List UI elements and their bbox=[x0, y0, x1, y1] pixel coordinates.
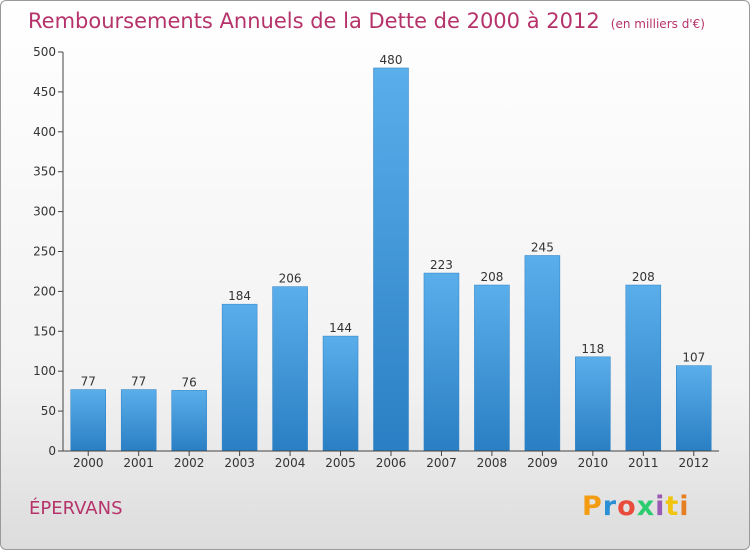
bar-value-label: 118 bbox=[581, 342, 604, 356]
y-tick-label: 450 bbox=[33, 85, 56, 99]
x-tick-label: 2000 bbox=[73, 456, 104, 470]
commune-name: ÉPERVANS bbox=[29, 498, 123, 519]
bar-value-label: 107 bbox=[682, 351, 705, 365]
bar-2004 bbox=[272, 286, 308, 452]
x-tick-label: 2011 bbox=[628, 456, 659, 470]
chart-title: Remboursements Annuels de la Dette de 20… bbox=[28, 9, 705, 33]
bar-2001 bbox=[120, 389, 157, 452]
x-tick-label: 2009 bbox=[527, 456, 558, 470]
logo-letter: i bbox=[679, 491, 690, 522]
y-tick-label: 100 bbox=[33, 364, 56, 378]
x-tick-label: 2004 bbox=[275, 456, 306, 470]
bar-2007 bbox=[423, 272, 460, 452]
y-tick-label: 500 bbox=[33, 45, 56, 59]
bar-value-label: 223 bbox=[430, 258, 453, 272]
bar-value-label: 77 bbox=[81, 375, 96, 389]
bar-2003 bbox=[221, 303, 258, 452]
bar-value-label: 144 bbox=[329, 321, 352, 335]
bar-2000 bbox=[70, 389, 106, 452]
bar-value-label: 245 bbox=[531, 240, 554, 254]
bar-2010 bbox=[575, 356, 611, 452]
x-tick-label: 2007 bbox=[426, 456, 457, 470]
y-tick-label: 50 bbox=[41, 404, 56, 418]
logo-letter: i bbox=[655, 491, 666, 522]
logo-letter: x bbox=[636, 491, 656, 522]
x-tick-label: 2002 bbox=[174, 456, 205, 470]
y-tick-label: 300 bbox=[33, 205, 56, 219]
bar-2008 bbox=[474, 284, 510, 452]
x-tick-label: 2001 bbox=[123, 456, 154, 470]
bar-value-label: 184 bbox=[228, 289, 251, 303]
x-tick-label: 2006 bbox=[376, 456, 407, 470]
y-tick-label: 200 bbox=[33, 284, 56, 298]
x-tick-label: 2003 bbox=[224, 456, 255, 470]
bar-2002 bbox=[171, 390, 207, 452]
y-tick-label: 150 bbox=[33, 324, 56, 338]
y-axis: 0 50 100 150 200 250 300 350 400 450 500 bbox=[33, 45, 64, 458]
bar-value-label: 208 bbox=[632, 270, 655, 284]
bar-value-label: 206 bbox=[279, 272, 302, 286]
logo-letter: r bbox=[602, 491, 618, 522]
bar-2005 bbox=[322, 335, 359, 452]
x-axis: 2000 2001 2002 2003 2004 2005 2006 2007 2008 2009… bbox=[63, 450, 719, 470]
chart-unit-label: (en milliers d'€) bbox=[610, 17, 705, 31]
y-tick-label: 250 bbox=[33, 245, 56, 259]
x-tick-label: 2012 bbox=[678, 456, 709, 470]
y-tick-label: 0 bbox=[48, 444, 56, 458]
bar-2011 bbox=[625, 284, 662, 452]
x-tick-label: 2005 bbox=[325, 456, 356, 470]
y-tick-label: 400 bbox=[33, 125, 56, 139]
x-tick-label: 2010 bbox=[578, 456, 609, 470]
y-tick-label: 350 bbox=[33, 165, 56, 179]
logo-letter: o bbox=[617, 491, 637, 522]
logo-letter: t bbox=[665, 491, 680, 522]
chart-title-text: Remboursements Annuels de la Dette de 20… bbox=[28, 9, 600, 33]
logo-letter: P bbox=[582, 491, 603, 522]
bar-value-label: 480 bbox=[380, 53, 403, 67]
proxiti-logo: Proxiti bbox=[582, 491, 690, 522]
bar-2009 bbox=[524, 255, 561, 452]
bar-value-label: 208 bbox=[480, 270, 503, 284]
bar-value-label: 76 bbox=[182, 375, 197, 389]
x-tick-label: 2008 bbox=[477, 456, 508, 470]
bar-value-label: 77 bbox=[131, 375, 146, 389]
bar-2012 bbox=[676, 365, 712, 452]
bars-group: 77 77 76 184 206 144 480 223 208 245 118 208 107 bbox=[70, 53, 712, 452]
bar-2006 bbox=[373, 67, 409, 452]
